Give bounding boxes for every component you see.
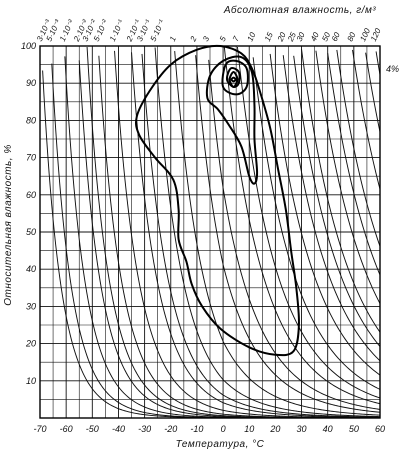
contour-labels: 4% <box>386 64 399 74</box>
absolute-humidity-curve <box>236 46 381 399</box>
x-tick-label: 0 <box>221 424 226 434</box>
top-tick-label: 120 <box>369 26 383 42</box>
top-tick-label: 80 <box>346 30 358 42</box>
y-axis-title: Относительная влажность, % <box>3 144 14 305</box>
absolute-humidity-curve <box>223 47 381 405</box>
absolute-humidity-curve <box>195 55 381 413</box>
y-tick-label: 70 <box>26 153 36 163</box>
top-tick-label: 1·10⁻¹ <box>108 18 126 43</box>
top-tick-label: 5 <box>218 35 228 43</box>
plot-border <box>39 45 381 419</box>
x-tick-label: -10 <box>190 424 203 434</box>
absolute-humidity-curve <box>293 55 381 347</box>
x-tick-label: -70 <box>33 424 46 434</box>
y-tick-label: 60 <box>26 190 36 200</box>
y-tick-label: 20 <box>25 339 36 349</box>
y-tick-label: 100 <box>21 41 36 51</box>
top-tick-label: 10 <box>246 30 258 42</box>
absolute-humidity-curve <box>352 49 381 190</box>
absolute-humidity-curve <box>208 59 381 410</box>
absolute-humidity-curve <box>269 53 381 376</box>
top-tick-label: 30 <box>295 30 307 42</box>
x-tick-label: 20 <box>269 424 280 434</box>
x-axis-title: Температура, °С <box>176 439 265 450</box>
top-tick-label: 1 <box>168 35 178 43</box>
absolute-humidity-curve <box>141 53 381 418</box>
top-axis-title: Абсолютная влажность, г/м³ <box>223 4 376 16</box>
frequency-contour <box>205 55 259 185</box>
absolute-humidity-curve <box>301 49 381 333</box>
absolute-humidity-curve <box>154 47 381 418</box>
x-tick-label: -30 <box>138 424 151 434</box>
absolute-humidity-curve <box>315 50 381 304</box>
x-tick-label: -40 <box>112 424 125 434</box>
absolute-humidity-curve <box>365 52 381 133</box>
top-tick-label: 50 <box>320 30 332 42</box>
absolute-humidity-curve <box>327 53 381 276</box>
x-tick-label: -50 <box>86 424 99 434</box>
absolute-humidity-curve <box>114 50 380 419</box>
x-tick-label: 40 <box>323 424 333 434</box>
x-tick-label: 60 <box>375 424 385 434</box>
x-tick-labels: -70 -60 -50 -40 -30 -20 -10 0 10 20 30 40 50 60 <box>33 424 385 434</box>
y-tick-label: 80 <box>26 115 36 125</box>
absolute-humidity-curve <box>64 56 380 419</box>
absolute-humidity-curve <box>51 63 380 419</box>
top-tick-label: 15 <box>263 30 275 42</box>
top-tick-label: 7 <box>231 35 241 43</box>
y-tick-label: 90 <box>26 78 36 88</box>
top-tick-label: 25 <box>286 30 299 43</box>
absolute-humidity-curve <box>252 57 381 390</box>
frequency-contour <box>135 44 300 357</box>
frequency-contour <box>221 59 249 96</box>
absolute-humidity-curve <box>174 51 381 416</box>
y-tick-labels: 10 20 30 40 50 60 70 80 90 100 <box>21 41 36 386</box>
x-tick-label: -20 <box>164 424 177 434</box>
top-tick-label: 3 <box>201 35 211 43</box>
y-tick-label: 10 <box>26 376 36 386</box>
absolute-humidity-curve <box>282 55 381 362</box>
top-tick-label: 40 <box>309 30 321 42</box>
frequency-contour <box>228 71 239 88</box>
contour-label: 4% <box>386 64 399 74</box>
y-tick-label: 50 <box>26 227 36 237</box>
top-tick-label: 2 <box>188 35 199 44</box>
frequency-contour <box>230 76 237 83</box>
absolute-humidity-curve <box>78 60 380 419</box>
absolute-humidity-curve <box>131 52 381 418</box>
frequency-contours <box>135 44 300 357</box>
absolute-humidity-curve <box>336 49 381 247</box>
absolute-humidity-curve <box>42 70 380 419</box>
grid-lines <box>39 45 381 419</box>
y-tick-label: 40 <box>26 264 36 274</box>
x-tick-label: 50 <box>349 424 359 434</box>
x-tick-label: 30 <box>297 424 307 434</box>
plot-frame <box>39 45 381 419</box>
y-tick-label: 30 <box>26 301 36 311</box>
x-tick-label: -60 <box>60 424 73 434</box>
top-tick-labels: 3·10⁻³5·10⁻³1·10⁻²2·10⁻²3·10⁻²5·10⁻²1·10… <box>35 18 383 44</box>
top-tick-label: 60 <box>330 30 342 42</box>
top-tick-label: 20 <box>275 30 288 43</box>
x-tick-label: 10 <box>244 424 254 434</box>
